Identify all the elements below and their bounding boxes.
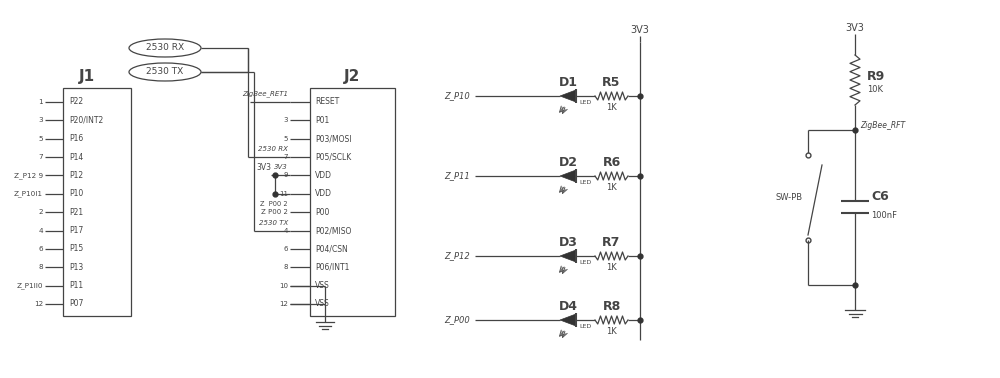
Text: 3: 3 [38,117,43,123]
Text: LED: LED [579,180,591,184]
Text: Z_P00: Z_P00 [444,316,470,324]
Text: VDD: VDD [315,189,332,198]
Text: 3V3: 3V3 [274,164,288,170]
Bar [63,88,131,316]
Text: 100nF: 100nF [871,211,897,220]
Text: 7: 7 [284,154,288,160]
Text: 2530 TX: 2530 TX [146,68,184,76]
Text: P02/MISO: P02/MISO [315,226,351,235]
Polygon shape [560,90,576,102]
Text: 10K: 10K [867,85,883,94]
Text: 2530 RX: 2530 RX [146,43,184,53]
Text: P21: P21 [69,208,83,217]
Text: Z_P11: Z_P11 [444,172,470,181]
Text: VSS: VSS [315,299,330,308]
Text: 1K: 1K [606,263,617,273]
Text: R8: R8 [602,299,621,313]
Text: VDD: VDD [315,171,332,180]
Text: P14: P14 [69,153,83,161]
Text: P01: P01 [315,116,329,125]
Text: 2: 2 [38,209,43,215]
Text: Z_P12: Z_P12 [444,251,470,260]
Text: P13: P13 [69,263,83,272]
Bar [310,88,395,316]
Text: 3V3: 3V3 [256,163,271,172]
Text: J1: J1 [79,68,95,84]
Text: 5: 5 [284,136,288,142]
Text: P11: P11 [69,281,83,290]
Text: P17: P17 [69,226,83,235]
Text: 4: 4 [284,228,288,234]
Text: D4: D4 [558,299,578,313]
Text: R7: R7 [602,235,621,248]
Text: RESET: RESET [315,98,339,107]
Polygon shape [560,314,576,326]
Text: P05/SCLK: P05/SCLK [315,153,351,161]
Text: D3: D3 [559,235,577,248]
Text: 2530 TX: 2530 TX [259,220,288,226]
Text: 6: 6 [284,246,288,252]
Text: LED: LED [579,99,591,104]
Text: D1: D1 [558,76,578,88]
Text: Z_P10: Z_P10 [444,91,470,101]
Text: P10: P10 [69,189,83,198]
Text: Z P00 2: Z P00 2 [261,209,288,215]
Text: 12: 12 [34,301,43,307]
Text: P20/INT2: P20/INT2 [69,116,103,125]
Text: 5: 5 [38,136,43,142]
Text: P15: P15 [69,245,83,253]
Text: SW-PB: SW-PB [776,192,803,201]
Text: R5: R5 [602,76,621,88]
Text: R9: R9 [867,70,885,82]
Text: 3: 3 [284,117,288,123]
Text: P04/CSN: P04/CSN [315,245,348,253]
Text: 6: 6 [38,246,43,252]
Text: Z_P12 9: Z_P12 9 [14,172,43,179]
Text: LED: LED [579,324,591,328]
Text: 1K: 1K [606,183,617,192]
Text: P06/INT1: P06/INT1 [315,263,349,272]
Text: 1K: 1K [606,327,617,336]
Text: P03/MOSI: P03/MOSI [315,134,352,143]
Text: 11: 11 [279,191,288,197]
Text: P07: P07 [69,299,83,308]
Text: R6: R6 [602,155,621,169]
Text: 8: 8 [284,264,288,270]
Text: ZigBee_RFT: ZigBee_RFT [860,121,905,130]
Text: 12: 12 [279,301,288,307]
Text: 10: 10 [279,283,288,289]
Text: 7: 7 [38,154,43,160]
Text: P00: P00 [315,208,329,217]
Text: P22: P22 [69,98,83,107]
Text: P16: P16 [69,134,83,143]
Text: 4: 4 [38,228,43,234]
Text: VSS: VSS [315,281,330,290]
Text: Z  P00 2: Z P00 2 [260,201,288,207]
Text: Z_P1II0: Z_P1II0 [16,282,43,289]
Text: Z_P10I1: Z_P10I1 [14,191,43,197]
Text: P12: P12 [69,171,83,180]
Polygon shape [560,170,576,182]
Text: ZigBee_RET1: ZigBee_RET1 [242,91,288,98]
Text: 3V3: 3V3 [846,23,864,33]
Text: 1K: 1K [606,104,617,113]
Text: J2: J2 [344,68,361,84]
Text: D2: D2 [558,155,578,169]
Text: 8: 8 [38,264,43,270]
Text: 3V3: 3V3 [631,25,649,35]
Text: 1: 1 [38,99,43,105]
Text: 2530 RX: 2530 RX [258,146,288,152]
Text: 9: 9 [284,172,288,178]
Text: C6: C6 [871,191,889,203]
Polygon shape [560,250,576,262]
Text: LED: LED [579,260,591,265]
